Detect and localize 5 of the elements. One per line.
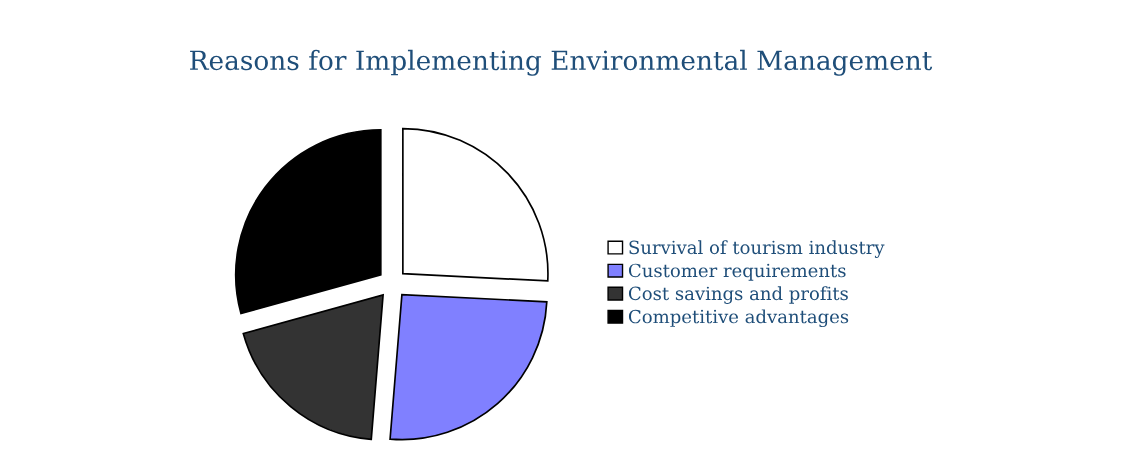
chart-title: Reasons for Implementing Environmental Management	[190, 49, 933, 76]
legend-label: Cost savings and profits	[628, 286, 848, 304]
legend-label: Customer requirements	[628, 263, 846, 281]
legend-label: Competitive advantages	[628, 309, 849, 328]
legend-label: Survival of tourism industry	[629, 240, 885, 258]
